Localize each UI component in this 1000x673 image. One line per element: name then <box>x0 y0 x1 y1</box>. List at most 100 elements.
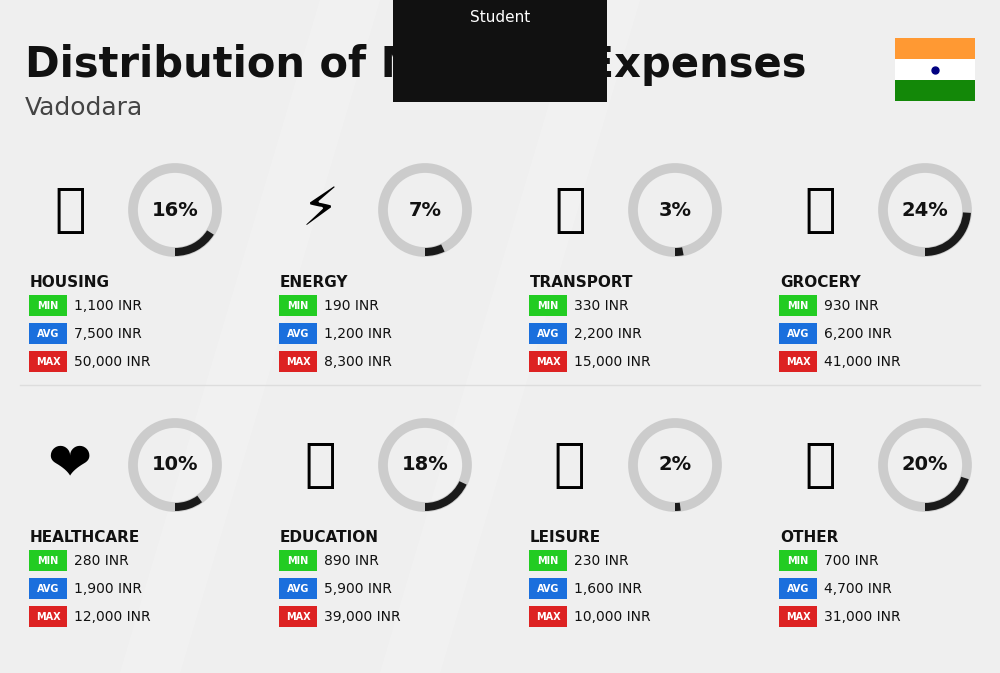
Text: AVG: AVG <box>787 584 809 594</box>
Text: EDUCATION: EDUCATION <box>280 530 379 545</box>
Text: 280 INR: 280 INR <box>74 554 129 568</box>
Text: MAX: MAX <box>536 357 560 367</box>
Text: 700 INR: 700 INR <box>824 554 879 568</box>
Text: 41,000 INR: 41,000 INR <box>824 355 901 369</box>
Text: 6,200 INR: 6,200 INR <box>824 327 892 341</box>
Wedge shape <box>175 496 202 511</box>
Text: MIN: MIN <box>537 556 559 566</box>
Wedge shape <box>675 247 684 256</box>
Text: 🛒: 🛒 <box>804 184 836 236</box>
Text: 16%: 16% <box>152 201 198 219</box>
Text: 890 INR: 890 INR <box>324 554 379 568</box>
Text: 50,000 INR: 50,000 INR <box>74 355 150 369</box>
Text: 10,000 INR: 10,000 INR <box>574 610 651 624</box>
FancyBboxPatch shape <box>779 295 817 316</box>
Text: GROCERY: GROCERY <box>780 275 861 290</box>
FancyBboxPatch shape <box>29 295 67 316</box>
Text: MAX: MAX <box>786 612 810 622</box>
FancyBboxPatch shape <box>779 578 817 599</box>
Text: AVG: AVG <box>37 329 59 339</box>
Text: AVG: AVG <box>287 584 309 594</box>
FancyBboxPatch shape <box>779 550 817 571</box>
Text: 230 INR: 230 INR <box>574 554 629 568</box>
Text: HOUSING: HOUSING <box>30 275 110 290</box>
Text: Vadodara: Vadodara <box>25 96 143 120</box>
FancyBboxPatch shape <box>279 578 317 599</box>
FancyBboxPatch shape <box>29 606 67 627</box>
Text: 5,900 INR: 5,900 INR <box>324 582 392 596</box>
Text: MIN: MIN <box>37 556 59 566</box>
Text: 1,100 INR: 1,100 INR <box>74 299 142 313</box>
Text: MIN: MIN <box>287 556 309 566</box>
Text: MAX: MAX <box>36 357 60 367</box>
Text: OTHER: OTHER <box>780 530 838 545</box>
Text: AVG: AVG <box>287 329 309 339</box>
Text: 🎓: 🎓 <box>304 439 336 491</box>
Text: 7,500 INR: 7,500 INR <box>74 327 142 341</box>
Text: 3%: 3% <box>658 201 692 219</box>
Polygon shape <box>120 0 380 673</box>
FancyBboxPatch shape <box>279 323 317 344</box>
Text: AVG: AVG <box>787 329 809 339</box>
Text: ENERGY: ENERGY <box>280 275 349 290</box>
Text: 🏢: 🏢 <box>54 184 86 236</box>
Wedge shape <box>925 213 971 256</box>
Text: ⚡: ⚡ <box>302 184 338 236</box>
Wedge shape <box>425 244 445 256</box>
Text: MIN: MIN <box>787 301 809 311</box>
Text: 4,700 INR: 4,700 INR <box>824 582 892 596</box>
FancyBboxPatch shape <box>895 80 975 101</box>
FancyBboxPatch shape <box>529 606 567 627</box>
Text: 39,000 INR: 39,000 INR <box>324 610 401 624</box>
Text: MIN: MIN <box>37 301 59 311</box>
FancyBboxPatch shape <box>529 295 567 316</box>
Text: LEISURE: LEISURE <box>530 530 601 545</box>
Text: MAX: MAX <box>286 357 310 367</box>
FancyBboxPatch shape <box>529 578 567 599</box>
FancyBboxPatch shape <box>29 351 67 372</box>
Text: 2%: 2% <box>658 456 692 474</box>
Text: ❤️: ❤️ <box>48 439 92 491</box>
Text: 1,900 INR: 1,900 INR <box>74 582 142 596</box>
Text: 330 INR: 330 INR <box>574 299 629 313</box>
Text: Distribution of Monthly Expenses: Distribution of Monthly Expenses <box>25 44 806 86</box>
FancyBboxPatch shape <box>279 351 317 372</box>
Text: 10%: 10% <box>152 456 198 474</box>
Text: 190 INR: 190 INR <box>324 299 379 313</box>
FancyBboxPatch shape <box>29 323 67 344</box>
Text: 1,600 INR: 1,600 INR <box>574 582 642 596</box>
Text: AVG: AVG <box>537 584 559 594</box>
Text: MAX: MAX <box>536 612 560 622</box>
Text: 24%: 24% <box>902 201 948 219</box>
Text: 15,000 INR: 15,000 INR <box>574 355 651 369</box>
FancyBboxPatch shape <box>279 295 317 316</box>
Text: 8,300 INR: 8,300 INR <box>324 355 392 369</box>
Text: 7%: 7% <box>409 201 442 219</box>
FancyBboxPatch shape <box>279 550 317 571</box>
FancyBboxPatch shape <box>529 323 567 344</box>
FancyBboxPatch shape <box>29 578 67 599</box>
Text: MAX: MAX <box>786 357 810 367</box>
Text: 1,200 INR: 1,200 INR <box>324 327 392 341</box>
Text: MIN: MIN <box>537 301 559 311</box>
Text: 31,000 INR: 31,000 INR <box>824 610 901 624</box>
Text: 18%: 18% <box>402 456 448 474</box>
FancyBboxPatch shape <box>279 606 317 627</box>
Text: Student: Student <box>470 11 530 26</box>
FancyBboxPatch shape <box>529 351 567 372</box>
FancyBboxPatch shape <box>779 606 817 627</box>
Text: AVG: AVG <box>37 584 59 594</box>
Text: MIN: MIN <box>787 556 809 566</box>
FancyBboxPatch shape <box>895 38 975 59</box>
Text: 💰: 💰 <box>804 439 836 491</box>
Text: 930 INR: 930 INR <box>824 299 879 313</box>
Text: 🛍️: 🛍️ <box>554 439 586 491</box>
Polygon shape <box>380 0 640 673</box>
FancyBboxPatch shape <box>779 323 817 344</box>
Text: 🚌: 🚌 <box>554 184 586 236</box>
Text: MAX: MAX <box>36 612 60 622</box>
FancyBboxPatch shape <box>529 550 567 571</box>
Text: 12,000 INR: 12,000 INR <box>74 610 151 624</box>
FancyBboxPatch shape <box>895 59 975 80</box>
FancyBboxPatch shape <box>779 351 817 372</box>
